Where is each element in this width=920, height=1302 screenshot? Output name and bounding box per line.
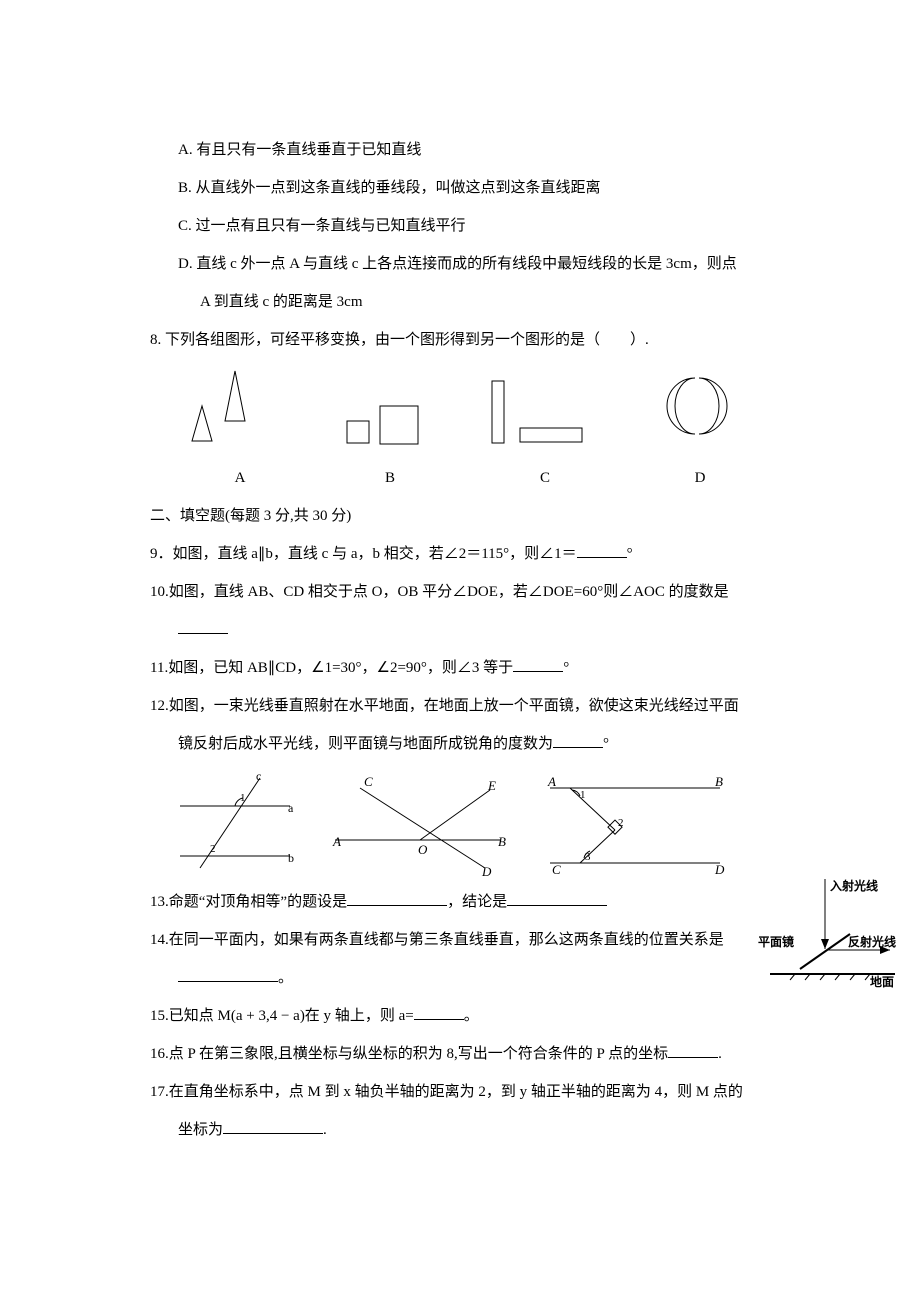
- svg-text:C: C: [364, 774, 373, 789]
- label-b: B: [345, 460, 435, 496]
- svg-text:地面: 地面: [870, 974, 894, 989]
- diagram-q9: c a b 1 2: [170, 768, 310, 878]
- q13: 13.命题“对顶角相等”的题设是 ，结论是: [150, 884, 780, 920]
- svg-text:b: b: [288, 851, 294, 865]
- q8-shape-c: [490, 366, 600, 460]
- q14-blank: [178, 968, 278, 982]
- svg-text:D: D: [714, 862, 725, 877]
- q14-period: 。: [278, 970, 293, 986]
- q7-option-d-line1: D. 直线 c 外一点 A 与直线 c 上各点连接而成的所有线段中最短线段的长是…: [150, 246, 780, 282]
- svg-text:2: 2: [210, 843, 216, 855]
- q13-blank1: [347, 892, 447, 906]
- label-a: A: [190, 460, 290, 496]
- section-2-title: 二、填空题(每题 3 分,共 30 分): [150, 498, 780, 534]
- svg-text:入射光线: 入射光线: [830, 878, 878, 893]
- q8-shape-b: [345, 366, 435, 460]
- q14-line1: 14.在同一平面内，如果有两条直线都与第三条直线垂直，那么这两条直线的位置关系是: [150, 922, 780, 958]
- crescents-icon: [655, 366, 745, 446]
- q11-text: 11.如图，已知 AB∥CD，∠1=30°，∠2=90°，则∠3 等于: [150, 660, 513, 676]
- q17-blank: [223, 1120, 323, 1134]
- q15-p1: 15.已知点 M(a + 3,4 − a)在 y 轴上，则 a=: [150, 1008, 414, 1024]
- q12-blank: [553, 734, 603, 748]
- q9-unit: °: [627, 546, 633, 562]
- label-c: C: [490, 460, 600, 496]
- q15-blank: [414, 1006, 464, 1020]
- q7-option-c: C. 过一点有且只有一条直线与已知直线平行: [150, 208, 780, 244]
- svg-text:1: 1: [580, 789, 586, 801]
- svg-text:a: a: [288, 801, 294, 815]
- q13-p2: ，结论是: [447, 894, 507, 910]
- svg-text:D: D: [481, 864, 492, 878]
- exam-page: A. 有且只有一条直线垂直于已知直线 B. 从直线外一点到这条直线的垂线段，叫做…: [0, 0, 920, 1210]
- q8-shape-d: [655, 366, 745, 460]
- svg-text:O: O: [418, 842, 428, 857]
- svg-text:3: 3: [585, 851, 591, 863]
- q17-line2: 坐标为.: [150, 1112, 780, 1148]
- q14-line2: 。: [150, 960, 780, 996]
- q11-unit: °: [563, 660, 569, 676]
- q7-option-b: B. 从直线外一点到这条直线的垂线段，叫做这点到这条直线距离: [150, 170, 780, 206]
- q9-text: 9．如图，直线 a∥b，直线 c 与 a，b 相交，若∠2＝115°，则∠1＝: [150, 546, 577, 562]
- diagrams-row: c a b 1 2 A B C D E O A B C D: [150, 768, 780, 878]
- q17-line1: 17.在直角坐标系中，点 M 到 x 轴负半轴的距离为 2，到 y 轴正半轴的距…: [150, 1074, 780, 1110]
- svg-text:A: A: [547, 774, 556, 789]
- q9-blank: [577, 544, 627, 558]
- svg-text:B: B: [715, 774, 723, 789]
- q12-line1: 12.如图，一束光线垂直照射在水平地面，在地面上放一个平面镜，欲使这束光线经过平…: [150, 688, 780, 724]
- svg-text:2: 2: [618, 817, 624, 829]
- q13-p1: 13.命题“对顶角相等”的题设是: [150, 894, 347, 910]
- q12-text2: 镜反射后成水平光线，则平面镜与地面所成锐角的度数为: [178, 736, 553, 752]
- q7-option-a: A. 有且只有一条直线垂直于已知直线: [150, 132, 780, 168]
- svg-text:E: E: [487, 778, 496, 793]
- q10-blank: [178, 620, 228, 634]
- q7-option-d-line2: A 到直线 c 的距离是 3cm: [150, 284, 780, 320]
- svg-text:反射光线: 反射光线: [848, 934, 896, 949]
- svg-text:B: B: [498, 834, 506, 849]
- svg-text:平面镜: 平面镜: [758, 934, 794, 949]
- q16-p1: 16.点 P 在第三象限,且横坐标与纵坐标的积为 8,写出一个符合条件的 P 点…: [150, 1046, 668, 1062]
- svg-text:A: A: [332, 834, 341, 849]
- q16-blank: [668, 1044, 718, 1058]
- triangles-icon: [190, 366, 290, 446]
- q17-p2: .: [323, 1122, 327, 1138]
- label-d: D: [655, 460, 745, 496]
- q8-shapes-row: [150, 366, 780, 460]
- squares-icon: [345, 366, 435, 446]
- q8-text: 8. 下列各组图形，可经平移变换，由一个图形得到另一个图形的是（ ）.: [150, 322, 780, 358]
- q12-unit: °: [603, 736, 609, 752]
- diagram-q10: A B C D E O: [320, 768, 520, 878]
- q11: 11.如图，已知 AB∥CD，∠1=30°，∠2=90°，则∠3 等于 °: [150, 650, 780, 686]
- svg-text:C: C: [552, 862, 561, 877]
- q9: 9．如图，直线 a∥b，直线 c 与 a，b 相交，若∠2＝115°，则∠1＝ °: [150, 536, 780, 572]
- rects-icon: [490, 366, 600, 446]
- q12-line2: 镜反射后成水平光线，则平面镜与地面所成锐角的度数为 °: [150, 726, 780, 762]
- q13-blank2: [507, 892, 607, 906]
- q8-labels: A B C D: [150, 460, 780, 496]
- q17-p1: 坐标为: [178, 1122, 223, 1138]
- q10-blank-line: [150, 612, 780, 648]
- q16: 16.点 P 在第三象限,且横坐标与纵坐标的积为 8,写出一个符合条件的 P 点…: [150, 1036, 780, 1072]
- diagram-q12-mirror: 入射光线 平面镜 反射光线 地面: [730, 874, 900, 1008]
- diagram-q11: A B C D 1 2 3: [530, 768, 740, 878]
- q15-p2: 。: [464, 1008, 479, 1024]
- q15: 15.已知点 M(a + 3,4 − a)在 y 轴上，则 a= 。: [150, 998, 780, 1034]
- svg-text:c: c: [256, 769, 261, 783]
- q10: 10.如图，直线 AB、CD 相交于点 O，OB 平分∠DOE，若∠DOE=60…: [150, 574, 780, 610]
- q8-shape-a: [190, 366, 290, 460]
- q16-p2: .: [718, 1046, 722, 1062]
- q11-blank: [513, 658, 563, 672]
